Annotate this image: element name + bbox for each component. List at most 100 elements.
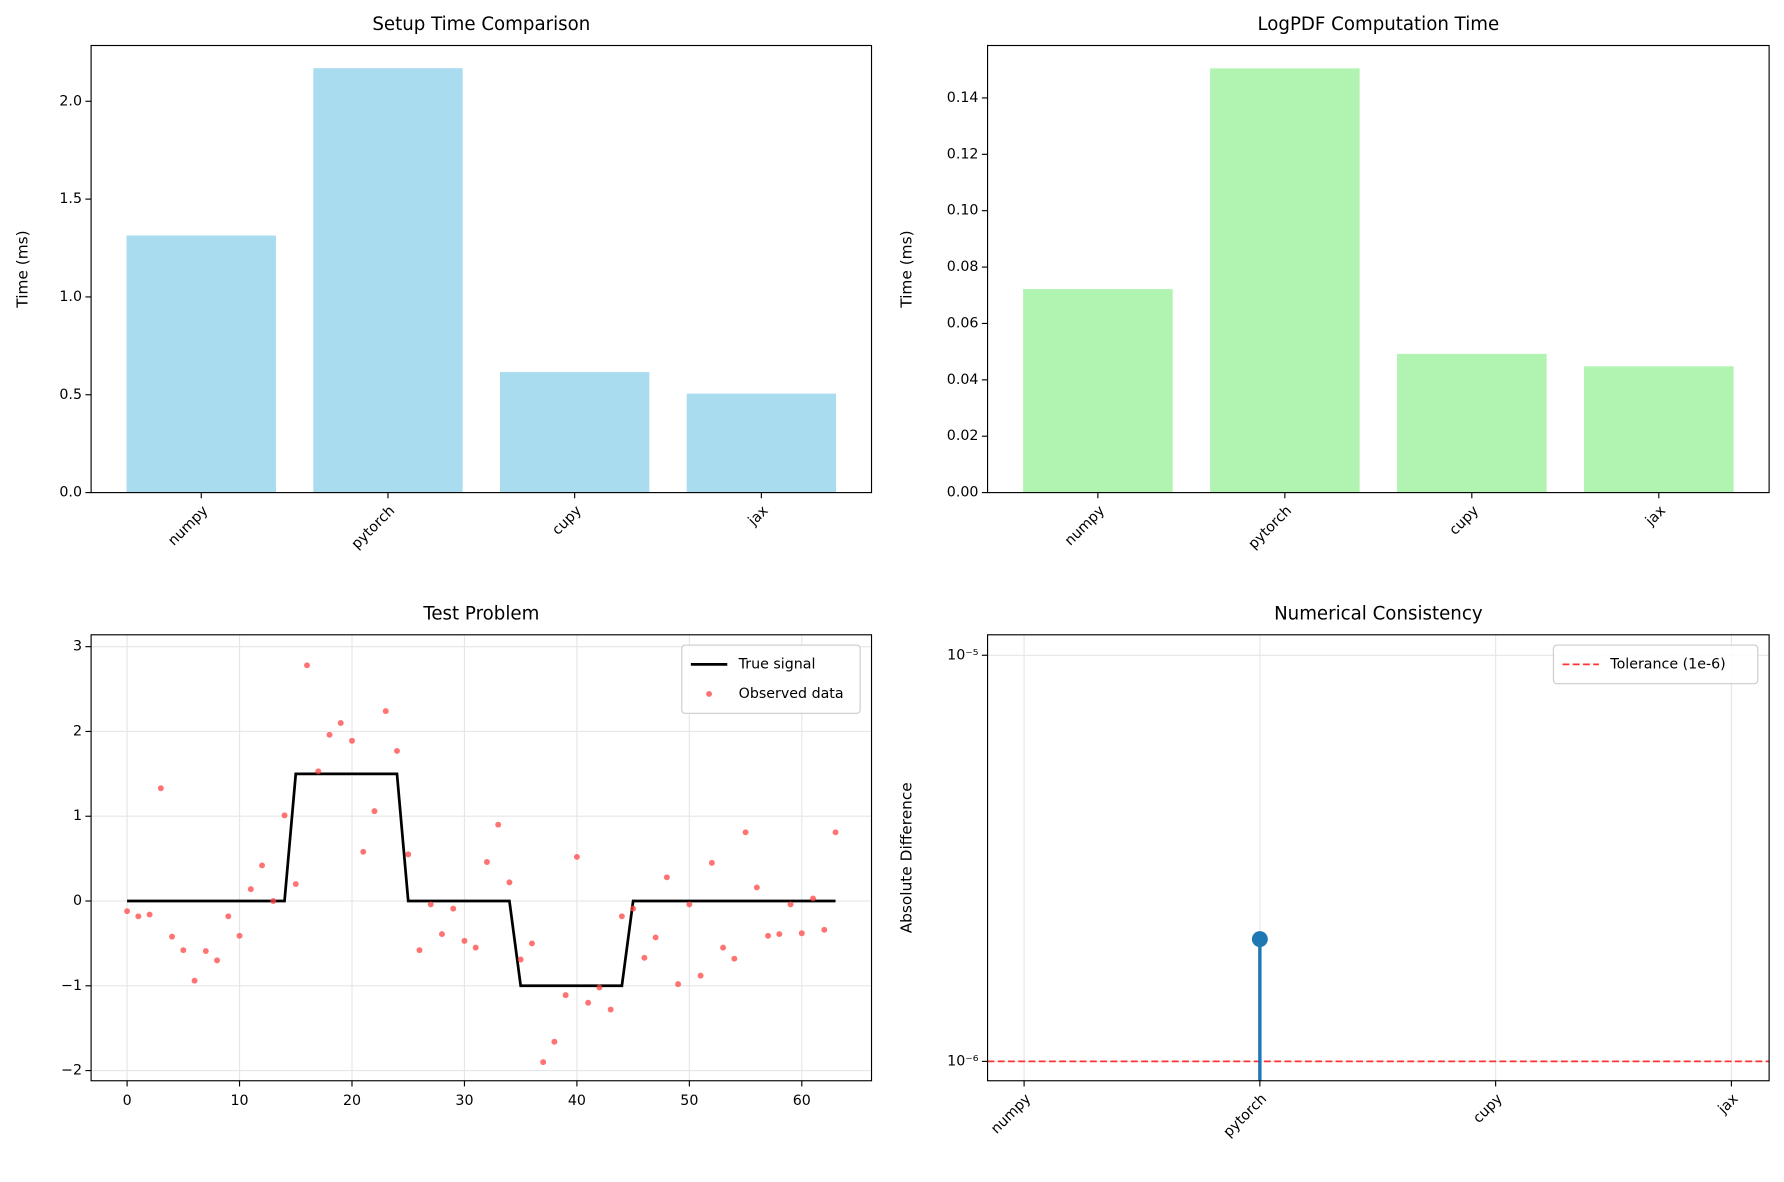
y-tick-label: 0.0 (59, 485, 82, 501)
y-tick-label: 10⁻⁶ (947, 1053, 979, 1069)
data-point (753, 884, 760, 891)
chart-title: Numerical Consistency (1274, 603, 1483, 624)
data-point (697, 972, 704, 979)
subplot: Numerical Consistency Absolute Difference… (897, 603, 1770, 1141)
data-point (675, 981, 682, 988)
data-point (427, 901, 434, 908)
bar (499, 372, 650, 493)
data-point (528, 940, 535, 947)
data-point (641, 954, 648, 961)
bar (1584, 366, 1734, 493)
x-tick-label: jax (1642, 503, 1669, 530)
data-point (731, 955, 738, 962)
x-tick-label: 60 (793, 1093, 811, 1109)
x-tick-label: 50 (680, 1093, 698, 1109)
data-point (180, 947, 187, 954)
axes-frame (986, 634, 1770, 1082)
data-point (214, 957, 221, 964)
data-point (405, 851, 412, 858)
chart-title: LogPDF Computation Time (1257, 14, 1499, 35)
y-tick-label: 0.06 (947, 315, 979, 331)
bar (1023, 289, 1173, 493)
data-point (169, 933, 176, 940)
data-point (472, 944, 479, 951)
data-point (787, 901, 794, 908)
x-tick-label: numpy (165, 503, 211, 549)
x-tick-label: pytorch (349, 503, 399, 553)
y-tick-label: 1 (73, 808, 82, 824)
data-point (562, 992, 569, 999)
data-point (607, 1006, 614, 1013)
data-point (304, 662, 310, 669)
bar (1397, 353, 1547, 493)
x-tick-label: jax (745, 503, 772, 530)
x-tick-label: jax (1715, 1091, 1742, 1118)
data-point (832, 829, 839, 836)
data-point (517, 956, 524, 963)
y-tick-label: 0.08 (947, 259, 979, 275)
y-tick-label: 0.14 (947, 90, 979, 106)
data-point (495, 821, 502, 828)
x-tick-label: 0 (123, 1093, 132, 1109)
data-point (765, 932, 772, 939)
y-tick-label: 0.10 (947, 203, 979, 219)
data-point (225, 913, 232, 920)
bar (126, 235, 276, 493)
y-tick-label: 0.04 (947, 372, 979, 388)
data-point (315, 768, 322, 775)
y-tick-label: 0.12 (947, 146, 979, 162)
x-tick-label: cupy (1470, 1091, 1506, 1127)
x-tick-label: cupy (549, 503, 585, 539)
chart-title: Setup Time Comparison (372, 14, 590, 35)
y-tick-label: −1 (61, 978, 82, 994)
axes-frame (90, 44, 873, 494)
subplot: Setup Time Comparison Time (ms) 0.0 0.5 1.0 1… (13, 14, 873, 553)
data-point (281, 812, 288, 819)
x-tick-label: numpy (1062, 503, 1108, 549)
data-point (337, 720, 344, 726)
data-point (821, 926, 828, 933)
data-point (585, 999, 592, 1006)
data-point (720, 944, 727, 951)
data-point (382, 708, 389, 715)
legend-swatch (706, 690, 713, 697)
legend-box (1552, 644, 1759, 685)
data-point (146, 911, 153, 918)
data-point (798, 930, 805, 937)
x-tick-label: 30 (455, 1093, 473, 1109)
data-point (708, 859, 715, 866)
line (127, 772, 836, 988)
x-tick-label: numpy (988, 1091, 1034, 1137)
x-tick-label: cupy (1446, 503, 1482, 539)
x-tick-label: 10 (230, 1093, 248, 1109)
data-point (438, 931, 445, 938)
data-point (349, 737, 355, 744)
y-tick-label: 3 (73, 639, 82, 655)
y-tick-label: 0.00 (947, 485, 979, 501)
chart-title: Test Problem (422, 603, 539, 624)
y-tick-label: 0.02 (947, 428, 979, 444)
axes-frame (986, 44, 1770, 494)
data-point (247, 886, 254, 893)
data-point (416, 947, 423, 954)
y-tick-label: 1.5 (59, 191, 82, 207)
data-point (618, 913, 625, 920)
x-tick-label: pytorch (1246, 503, 1296, 553)
data-point (135, 913, 142, 920)
y-tick-label: 0 (73, 893, 82, 909)
data-point (202, 948, 209, 954)
y-tick-label: 2 (73, 723, 82, 739)
x-tick-label: pytorch (1221, 1091, 1271, 1141)
bar (1210, 68, 1360, 493)
legend-label: Observed data (739, 686, 844, 702)
y-axis-label: Absolute Difference (897, 782, 915, 933)
y-tick-label: −2 (61, 1063, 82, 1079)
data-point (596, 984, 603, 991)
axes-frame (90, 634, 873, 1082)
data-point (191, 977, 198, 984)
legend-label: True signal (738, 656, 816, 672)
data-point (540, 1059, 547, 1066)
data-point (270, 898, 277, 904)
data-point (573, 853, 580, 860)
